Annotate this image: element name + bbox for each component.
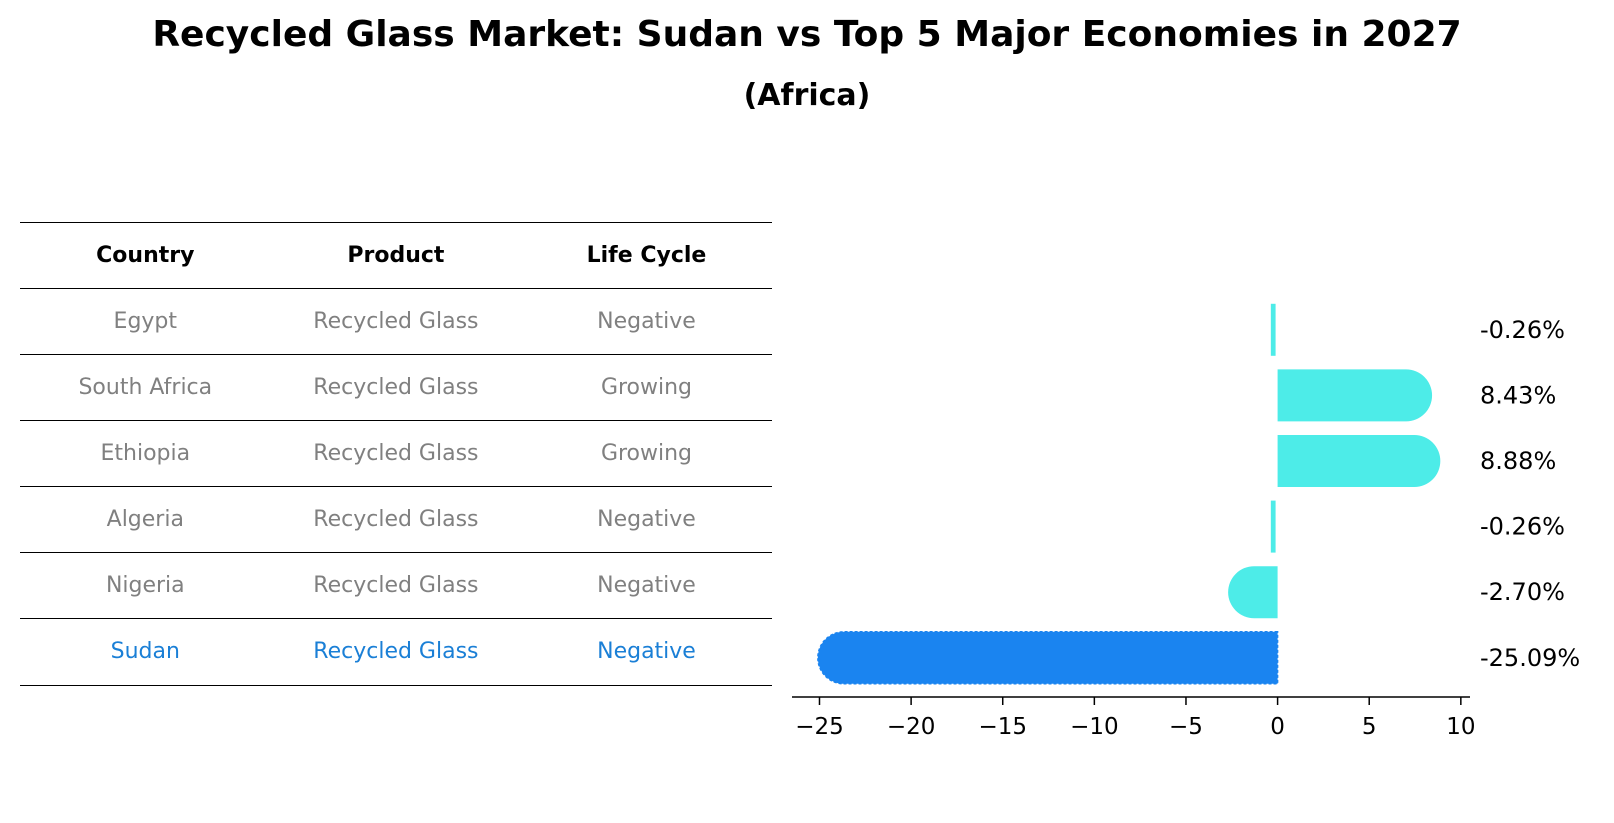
value-label: -25.09% [1480,644,1580,672]
value-label: 8.43% [1480,381,1556,409]
bar-south-africa [1277,369,1433,422]
product-cell: Recycled Glass [313,441,479,466]
chart-title: Recycled Glass Market: Sudan vs Top 5 Ma… [152,14,1462,55]
table-row: Ethiopia Recycled Glass Growing [20,420,772,486]
x-tick-label: 5 [1362,714,1377,740]
header-product: Product [347,243,445,268]
x-tick-label: −20 [887,714,936,740]
x-tick-label: 10 [1446,714,1475,740]
chart-subtitle: (Africa) [743,78,871,113]
x-tick-label: −15 [978,714,1027,740]
bar-egypt [1270,303,1276,356]
x-tick-label: −25 [795,714,844,740]
table-row-highlight: Sudan Recycled Glass Negative [20,618,772,686]
life-cycle-cell: Negative [597,639,696,665]
table-row: South Africa Recycled Glass Growing [20,354,772,420]
bar-nigeria [1228,566,1278,619]
table-row: Algeria Recycled Glass Negative [20,486,772,552]
value-label: -0.26% [1480,513,1565,541]
country-cell: Egypt [113,309,178,334]
life-cycle-cell: Negative [597,507,696,532]
x-tick-label: −5 [1169,714,1203,740]
x-tick-label: 0 [1270,714,1285,740]
bar-algeria [1270,500,1276,553]
product-cell: Recycled Glass [313,309,479,334]
country-cell: Algeria [106,507,184,532]
value-label: 8.88% [1480,447,1556,475]
product-cell: Recycled Glass [313,507,479,532]
country-cell: Sudan [110,639,180,665]
x-tick-label: −10 [1070,714,1119,740]
life-cycle-cell: Negative [597,573,696,598]
life-cycle-cell: Negative [597,309,696,334]
country-cell: Ethiopia [100,441,191,466]
country-cell: South Africa [78,375,213,400]
life-cycle-cell: Growing [600,375,693,400]
table-row: Nigeria Recycled Glass Negative [20,552,772,618]
table-row: Egypt Recycled Glass Negative [20,288,772,354]
life-cycle-cell: Growing [600,441,693,466]
product-cell: Recycled Glass [313,639,479,665]
product-cell: Recycled Glass [313,573,479,598]
country-table: Country Product Life Cycle Egypt Recycle… [20,222,772,686]
header-country: Country [96,243,195,268]
product-cell: Recycled Glass [313,375,479,400]
country-cell: Nigeria [105,573,185,598]
table-header-row: Country Product Life Cycle [20,222,772,288]
header-life-cycle: Life Cycle [586,243,707,268]
value-label: -0.26% [1480,316,1565,344]
bar-ethiopia [1277,435,1441,487]
bar-sudan [817,631,1279,685]
value-label: -2.70% [1480,578,1565,606]
